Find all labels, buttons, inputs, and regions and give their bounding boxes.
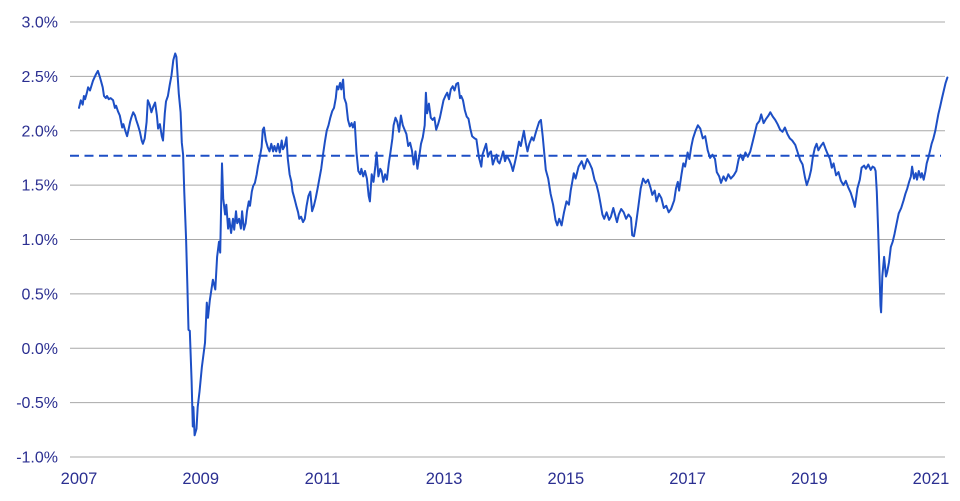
x-tick-label: 2017 <box>669 470 706 488</box>
x-axis-labels: 2007 2009 2011 2013 2015 2017 2019 2021 <box>61 470 950 488</box>
x-tick-label: 2015 <box>548 470 585 488</box>
y-tick-label: 1.5% <box>22 178 58 195</box>
y-tick-label: 2.0% <box>22 123 58 140</box>
y-tick-label: 2.5% <box>22 69 58 86</box>
y-tick-label: 1.0% <box>22 232 58 249</box>
x-tick-label: 2011 <box>305 470 340 488</box>
y-tick-label: 3.0% <box>22 15 58 32</box>
x-tick-label: 2021 <box>913 470 950 488</box>
y-tick-label: -1.0% <box>16 450 58 467</box>
x-tick-label: 2007 <box>61 470 98 488</box>
x-tick-label: 2013 <box>426 470 463 488</box>
x-tick-label: 2009 <box>182 470 219 488</box>
y-tick-label: 0.5% <box>22 286 58 303</box>
y-tick-label: 0.0% <box>22 341 58 358</box>
data-line <box>78 52 949 437</box>
gridlines <box>70 21 945 458</box>
x-tick-label: 2019 <box>791 470 828 488</box>
y-tick-label: -0.5% <box>16 395 58 412</box>
y-axis-labels: 3.0% 2.5% 2.0% 1.5% 1.0% 0.5% 0.0% -0.5% -1.0% <box>16 15 58 467</box>
